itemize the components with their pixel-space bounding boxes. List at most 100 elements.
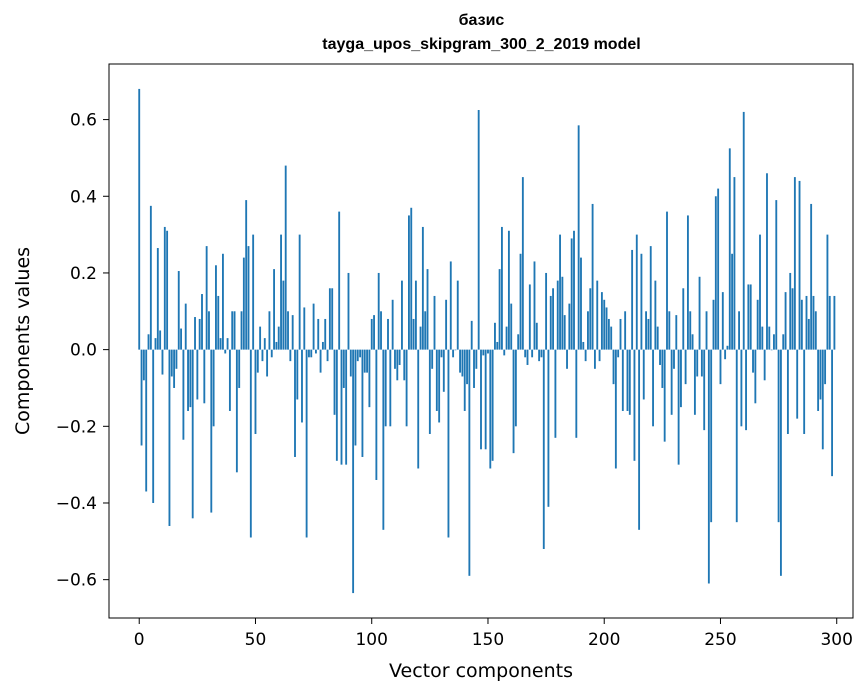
bar-40 — [231, 311, 234, 350]
bar-291 — [814, 311, 817, 350]
bar-222 — [654, 280, 657, 350]
bar-130 — [440, 349, 443, 358]
bar-174 — [542, 349, 545, 549]
bar-230 — [673, 349, 675, 369]
bar-218 — [645, 311, 647, 350]
bar-77 — [317, 318, 320, 350]
bar-121 — [419, 326, 422, 350]
bar-103 — [377, 272, 380, 350]
y-tick-label: −0.4 — [56, 494, 97, 514]
bar-26 — [198, 318, 201, 350]
y-tick-label: −0.2 — [56, 417, 97, 437]
bar-19 — [182, 349, 185, 440]
bar-136 — [454, 349, 457, 351]
bar-71 — [303, 307, 306, 350]
bar-177 — [549, 295, 552, 350]
bar-3 — [145, 349, 148, 492]
bar-63 — [284, 165, 287, 350]
bars-group — [138, 88, 836, 594]
bar-208 — [621, 349, 624, 411]
bar-289 — [810, 203, 813, 350]
bar-27 — [201, 294, 203, 350]
bar-282 — [793, 177, 796, 350]
bar-169 — [531, 349, 534, 358]
bar-281 — [791, 288, 794, 350]
bar-215 — [638, 349, 641, 530]
bar-0 — [138, 88, 141, 350]
bar-53 — [261, 349, 264, 362]
bar-265 — [754, 349, 757, 404]
bar-191 — [582, 341, 585, 350]
bar-123 — [424, 311, 427, 350]
bar-226 — [663, 349, 666, 442]
chart-title-line-2: tayga_upos_skipgram_300_2_2019 model — [322, 36, 641, 53]
bar-160 — [510, 303, 513, 350]
bar-5 — [149, 205, 152, 350]
bar-197 — [596, 280, 599, 350]
bar-48 — [249, 349, 252, 538]
bar-56 — [268, 311, 271, 350]
bar-70 — [301, 349, 303, 423]
bar-171 — [535, 322, 538, 350]
bar-290 — [812, 295, 815, 350]
bar-75 — [312, 303, 315, 350]
y-tick-label: 0.0 — [70, 341, 97, 361]
bar-126 — [431, 349, 434, 369]
y-tick-label: 0.2 — [70, 264, 97, 284]
bar-51 — [256, 349, 259, 373]
bar-36 — [222, 253, 224, 350]
bar-213 — [633, 349, 636, 461]
bar-39 — [228, 349, 231, 411]
bar-216 — [640, 253, 643, 350]
bar-258 — [738, 311, 740, 350]
bar-275 — [777, 349, 780, 523]
bar-109 — [391, 299, 394, 350]
bar-80 — [324, 318, 327, 350]
bar-236 — [686, 215, 689, 350]
y-tick-label: 0.4 — [70, 187, 97, 207]
bar-211 — [628, 349, 631, 415]
bar-286 — [803, 349, 806, 434]
bar-61 — [280, 234, 282, 350]
bar-252 — [724, 349, 727, 360]
bar-9 — [159, 330, 162, 350]
bar-200 — [603, 299, 606, 350]
bar-176 — [547, 349, 550, 507]
bar-119 — [414, 280, 417, 350]
bar-112 — [398, 349, 401, 365]
bar-178 — [552, 288, 554, 350]
bar-117 — [410, 207, 413, 350]
bar-133 — [447, 349, 450, 538]
bar-164 — [519, 253, 522, 350]
bar-29 — [205, 246, 208, 350]
bar-233 — [680, 349, 682, 408]
bar-114 — [403, 349, 406, 381]
bar-277 — [782, 334, 785, 350]
bar-139 — [461, 349, 464, 377]
bar-209 — [624, 311, 627, 350]
bar-131 — [442, 349, 445, 392]
bar-193 — [587, 311, 589, 350]
bar-15 — [173, 349, 176, 388]
bar-83 — [331, 288, 334, 350]
bar-157 — [503, 349, 506, 356]
chart-title-line-1: базис — [458, 12, 505, 29]
bar-276 — [779, 349, 782, 576]
bar-225 — [661, 349, 664, 388]
bar-155 — [498, 269, 501, 350]
bar-110 — [394, 349, 396, 369]
bar-239 — [693, 349, 696, 415]
bar-30 — [208, 311, 210, 350]
bar-257 — [735, 349, 738, 523]
bar-95 — [359, 349, 362, 358]
bar-58 — [273, 269, 275, 350]
bar-260 — [742, 111, 745, 350]
bar-201 — [605, 307, 608, 350]
bar-17 — [177, 271, 180, 350]
bar-7 — [154, 338, 157, 350]
bar-280 — [789, 272, 792, 350]
bar-243 — [703, 349, 706, 431]
bar-76 — [315, 349, 317, 354]
